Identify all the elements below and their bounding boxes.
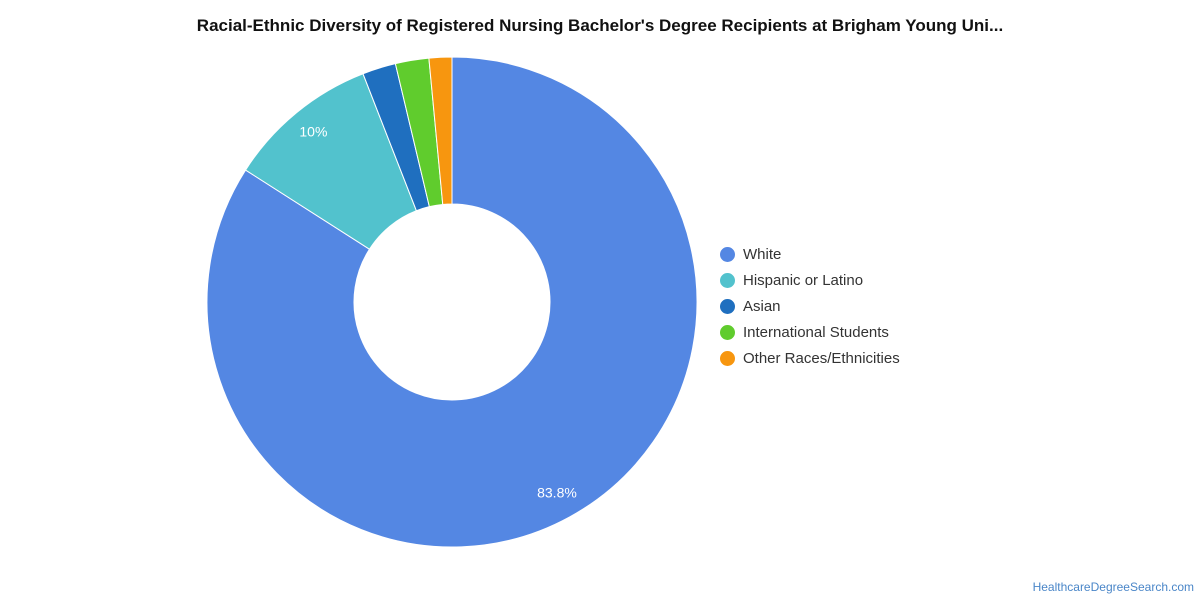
legend-item-other-races-ethnicities[interactable]: Other Races/Ethnicities — [720, 345, 900, 371]
data-label-hispanic-or-latino: 10% — [299, 124, 327, 140]
chart-legend: White Hispanic or Latino Asian Internationa… — [720, 241, 900, 371]
legend-swatch — [720, 246, 735, 262]
source-footer[interactable]: HealthcareDegreeSearch.com — [1032, 580, 1194, 594]
legend-item-white[interactable]: White — [720, 241, 900, 267]
legend-swatch — [720, 272, 735, 288]
legend-label: Asian — [743, 297, 781, 315]
slice-other-races-ethnicities[interactable] — [428, 56, 453, 205]
legend-label: White — [743, 245, 782, 263]
legend-swatch — [720, 350, 735, 366]
legend-item-asian[interactable]: Asian — [720, 293, 900, 319]
slice-white[interactable] — [206, 56, 698, 548]
legend-item-hispanic-or-latino[interactable]: Hispanic or Latino — [720, 267, 900, 293]
legend-swatch — [720, 298, 735, 314]
data-label-white: 83.8% — [537, 484, 577, 500]
legend-label: Other Races/Ethnicities — [743, 349, 900, 367]
legend-label: Hispanic or Latino — [743, 271, 864, 289]
legend-swatch — [720, 324, 735, 340]
legend-item-international-students[interactable]: International Students — [720, 319, 900, 345]
chart-title: Racial-Ethnic Diversity of Registered Nu… — [196, 16, 1004, 35]
legend-label: International Students — [743, 323, 889, 341]
